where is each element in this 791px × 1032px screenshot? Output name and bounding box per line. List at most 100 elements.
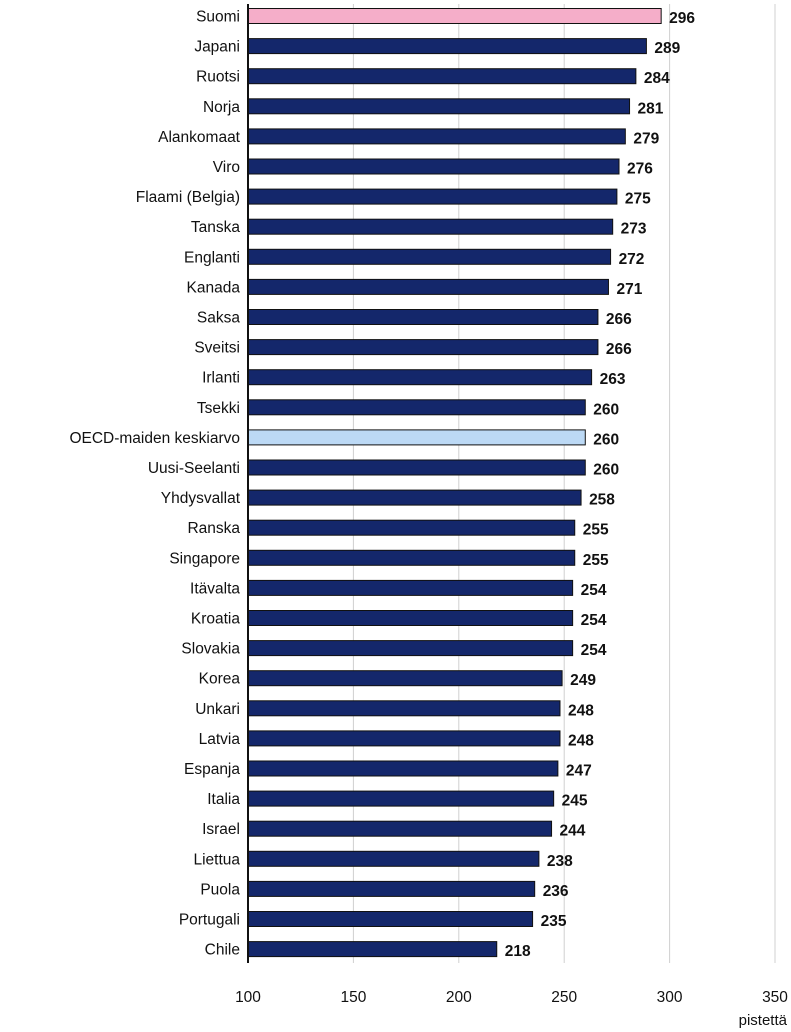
bar-ruotsi [247,68,637,85]
category-label-suomi: Suomi [196,9,240,26]
category-label-itävalta: Itävalta [190,580,240,597]
value-label-flaami-belgia-: 275 [625,191,651,208]
value-label-latvia: 248 [568,732,594,749]
category-label-viro: Viro [213,159,240,176]
value-label-ranska: 255 [583,522,609,539]
value-label-alankomaat: 279 [633,130,659,147]
bar-alankomaat [247,128,626,145]
category-label-puola: Puola [200,881,240,898]
value-label-sveitsi: 266 [606,341,632,358]
value-label-slovakia: 254 [581,642,607,659]
value-label-chile: 218 [505,943,531,960]
bar-singapore [247,549,576,566]
category-labels: Suomi Japani Ruotsi Norja Alankomaat Viro Flaa… [69,9,240,959]
bar-slovakia [247,640,574,657]
value-label-korea: 249 [570,672,596,689]
x-tick-label-300: 300 [657,989,683,1006]
bar-italia [247,790,555,807]
value-label-kroatia: 254 [581,612,607,629]
value-label-japani: 289 [654,40,680,57]
category-label-tsekki: Tsekki [197,400,240,417]
value-label-puola: 236 [543,883,569,900]
bar-tanska [247,218,614,235]
x-tick-label-350: 350 [762,989,788,1006]
bar-viro [247,158,620,175]
category-label-portugali: Portugali [179,912,240,929]
bar-sveitsi [247,339,599,356]
category-label-espanja: Espanja [184,761,240,778]
category-label-kroatia: Kroatia [191,611,240,628]
x-axis-unit-label: pistettä [739,1012,788,1029]
value-label-espanja: 247 [566,763,592,780]
value-labels: 296 289 284 281 279 276 275 273 272 271 266 266 263 2… [505,10,696,960]
value-label-liettua: 238 [547,853,573,870]
category-label-unkari: Unkari [195,701,240,718]
value-label-yhdysvallat: 258 [589,492,615,509]
value-label-tanska: 273 [621,221,647,238]
bar-korea [247,670,563,687]
bar-liettua [247,850,540,867]
bar-ranska [247,519,576,536]
bar-englanti [247,248,612,265]
category-label-singapore: Singapore [169,550,240,567]
bar-latvia [247,730,561,747]
category-label-japani: Japani [194,39,240,56]
category-label-yhdysvallat: Yhdysvallat [161,490,241,507]
category-label-kanada: Kanada [187,279,241,296]
bar-japani [247,38,647,55]
category-label-italia: Italia [207,791,240,808]
bar-norja [247,98,631,115]
category-label-chile: Chile [205,942,240,959]
x-tick-label-250: 250 [551,989,577,1006]
value-label-norja: 281 [638,100,664,117]
value-label-itävalta: 254 [581,582,607,599]
bar-suomi [247,8,662,24]
bar-israel [247,820,553,837]
bar-portugali [247,911,534,927]
category-label-flaami-belgia-: Flaami (Belgia) [136,189,240,206]
bar-flaami-belgia- [247,188,618,205]
category-label-ranska: Ranska [187,520,240,537]
category-label-sveitsi: Sveitsi [194,340,240,357]
bar-espanja [247,760,559,777]
bar-yhdysvallat [247,489,582,506]
value-label-unkari: 248 [568,702,594,719]
value-label-viro: 276 [627,161,653,178]
bars [247,8,662,958]
value-label-irlanti: 263 [600,371,626,388]
category-label-uusi-seelanti: Uusi-Seelanti [148,460,240,477]
value-label-saksa: 266 [606,311,632,328]
category-label-tanska: Tanska [191,219,240,236]
category-label-norja: Norja [203,99,240,116]
category-label-latvia: Latvia [199,731,241,748]
value-label-englanti: 272 [619,251,645,268]
value-label-ruotsi: 284 [644,70,670,87]
category-label-ruotsi: Ruotsi [196,69,240,86]
bar-unkari [247,700,561,717]
value-label-italia: 245 [562,793,588,810]
value-label-israel: 244 [560,823,586,840]
value-label-tsekki: 260 [593,401,619,418]
category-label-saksa: Saksa [197,310,240,327]
category-label-alankomaat: Alankomaat [158,129,241,146]
value-label-oecd-maiden-keskiarvo: 260 [593,431,619,448]
x-tick-label-200: 200 [446,989,472,1006]
bar-kanada [247,278,609,295]
value-label-kanada: 271 [616,281,642,298]
value-label-uusi-seelanti: 260 [593,462,619,479]
bar-itävalta [247,579,574,596]
bar-saksa [247,309,599,325]
bar-kroatia [247,610,574,626]
value-label-singapore: 255 [583,552,609,569]
category-label-oecd-maiden-keskiarvo: OECD-maiden keskiarvo [69,430,240,447]
bar-chile [247,941,498,958]
value-label-portugali: 235 [541,913,567,930]
category-label-korea: Korea [199,671,241,688]
bar-irlanti [247,369,593,386]
category-label-irlanti: Irlanti [202,370,240,387]
category-label-englanti: Englanti [184,249,240,266]
category-label-liettua: Liettua [193,851,240,868]
bar-tsekki [247,399,586,416]
bar-uusi-seelanti [247,459,586,476]
